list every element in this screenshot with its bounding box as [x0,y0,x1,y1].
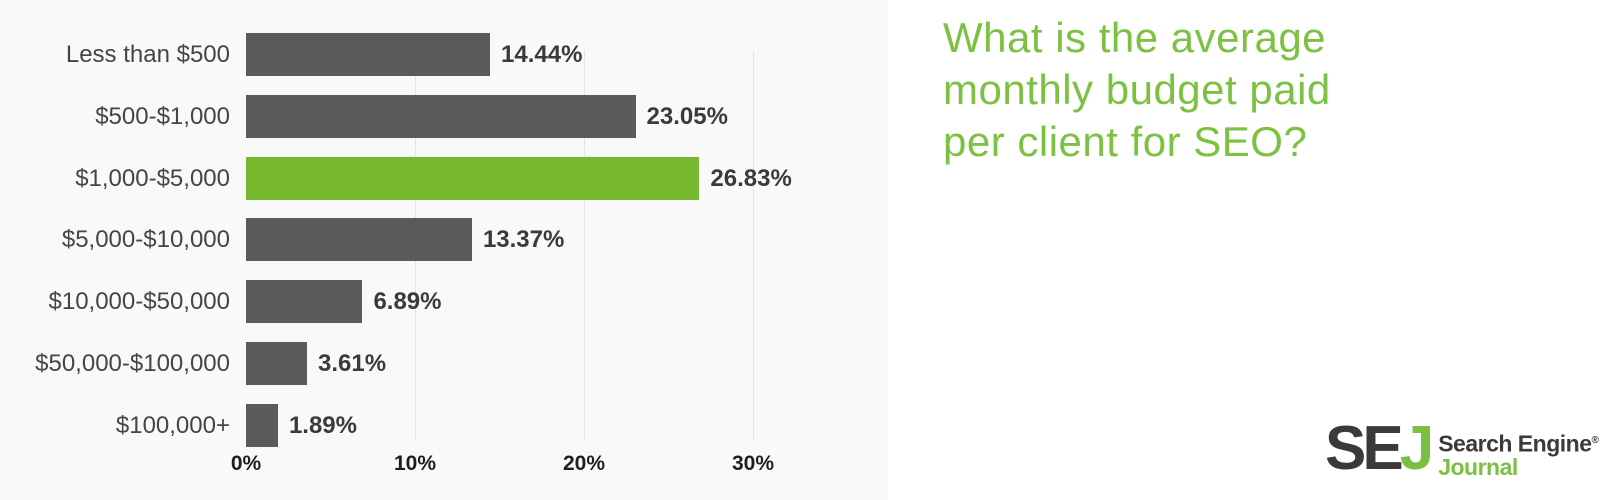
category-label: $10,000-$50,000 [48,288,231,316]
sej-monogram: SEJ [1325,418,1434,480]
bar [246,403,278,447]
category-label: $500-$1,000 [95,102,230,130]
value-label: 14.44% [501,41,583,68]
category-label: $50,000-$100,000 [35,350,230,377]
chart-row: $5,000-$10,000 13.37% [0,218,888,262]
bar [246,33,491,76]
value-label: 13.37% [482,226,565,254]
bar-chart: Less than $500 14.44% $500-$1,000 23.05% $1,… [0,33,888,475]
x-axis-tick-label: 30% [731,452,775,475]
chart-title: What is the average monthly budget paid … [943,12,1331,168]
chart-row: $500-$1,000 23.05% [0,94,888,138]
chart-row: $10,000-$50,000 6.89% [0,280,888,324]
x-axis-tick-label: 20% [562,452,606,475]
sej-monogram-j: J [1399,414,1435,483]
registered-trademark-symbol: ® [1591,435,1599,446]
sej-logotype: Search Engine® Journal [1438,424,1599,480]
category-label: Less than $500 [65,41,230,68]
sej-monogram-se: SE [1325,414,1404,483]
bar [246,342,307,385]
value-label: 1.89% [288,411,357,439]
gridline-20% [584,50,585,440]
chart-row: $50,000-$100,000 3.61% [0,342,888,385]
category-label: $100,000+ [115,411,230,439]
chart-title-line-3: per client for SEO? [943,118,1308,165]
x-axis-tick-label: 10% [393,452,437,475]
chart-title-line-1: What is the average [943,14,1327,61]
title-panel: What is the average monthly budget paid … [888,0,1600,500]
bar-highlighted [246,156,700,200]
gridline-30% [753,50,754,440]
bar [246,280,363,324]
sej-logo: SEJ Search Engine® Journal [1325,418,1599,480]
sej-logotype-line1: Search Engine® [1438,430,1599,457]
bar [246,94,636,138]
chart-row: $100,000+ 1.89% [0,403,888,447]
value-label: 23.05% [646,102,728,130]
category-label: $1,000-$5,000 [75,164,230,192]
bar [246,218,472,262]
value-label: 26.83% [710,164,792,192]
x-axis-tick-label: 0% [230,452,262,475]
chart-row: Less than $500 14.44% [0,33,888,76]
sej-logotype-line2: Journal [1438,453,1518,480]
category-label: $5,000-$10,000 [61,226,230,254]
value-label: 3.61% [318,350,387,377]
value-label: 6.89% [373,288,442,316]
chart-row: $1,000-$5,000 26.83% [0,156,888,200]
chart-panel: Less than $500 14.44% $500-$1,000 23.05% $1,… [0,33,888,475]
chart-title-line-2: monthly budget paid [943,66,1331,113]
